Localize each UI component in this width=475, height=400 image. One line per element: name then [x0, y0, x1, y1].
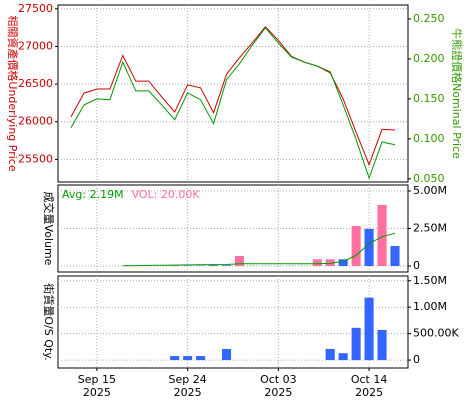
y-axis-label: 相關資產價格Underlying Price [6, 15, 20, 171]
y-tick-label: 0 [413, 353, 420, 366]
series-line [122, 232, 396, 267]
series-line [70, 26, 396, 167]
bar [183, 356, 193, 361]
bar [351, 327, 361, 361]
bar [377, 204, 387, 266]
y2-tick-label: 0.150 [413, 92, 445, 105]
y-tick-label: 25500 [18, 152, 53, 165]
bar [338, 353, 348, 361]
y-tick-label: 1.50M [413, 274, 447, 287]
bar [325, 348, 335, 361]
plot-area [57, 4, 409, 183]
bar [325, 259, 335, 266]
y2-tick-label: 0.250 [413, 12, 445, 25]
x-tick-label: Sep 15 2025 [77, 373, 117, 399]
bar [364, 297, 374, 361]
x-tick-label: Oct 14 2025 [350, 373, 388, 399]
y-tick-label: 26000 [18, 115, 53, 128]
bar [209, 265, 219, 266]
bar [351, 225, 361, 266]
bar [221, 265, 232, 266]
y-axis-label: 成交量Volume [42, 192, 56, 266]
y-tick-label: 1.00M [413, 300, 447, 313]
bar [196, 356, 206, 361]
bar [234, 255, 245, 266]
y2-tick-label: 0.050 [413, 172, 445, 185]
x-tick-label: Oct 03 2025 [260, 373, 297, 399]
y-tick-label: 0 [413, 259, 420, 272]
plot-area [57, 275, 409, 369]
y-tick-label: 2.50M [413, 222, 447, 235]
y-tick-label: 27000 [18, 39, 53, 52]
y-tick-label: 27500 [18, 2, 53, 15]
y2-tick-label: 0.100 [413, 132, 445, 145]
y-tick-label: 5.00M [413, 184, 447, 197]
bar [170, 356, 180, 361]
legend-entry: Avg: 2.19M [62, 188, 124, 201]
bar [338, 259, 348, 266]
x-tick-label: Sep 24 2025 [168, 373, 207, 399]
series-line [70, 27, 396, 180]
bar [221, 348, 232, 361]
y2-axis-label: 牛熊證價格Nominal Price [450, 28, 464, 159]
bar [377, 329, 387, 361]
bar [390, 246, 400, 266]
bar [312, 259, 322, 266]
legend-entry: VOL: 20.00K [132, 188, 201, 201]
bar [364, 228, 374, 266]
bar [170, 265, 180, 266]
y-axis-label: 街貨量O/S Qty. [42, 283, 56, 360]
y2-tick-label: 0.200 [413, 52, 445, 65]
y-tick-label: 26500 [18, 77, 53, 90]
y-tick-label: 500.00K [413, 327, 459, 340]
